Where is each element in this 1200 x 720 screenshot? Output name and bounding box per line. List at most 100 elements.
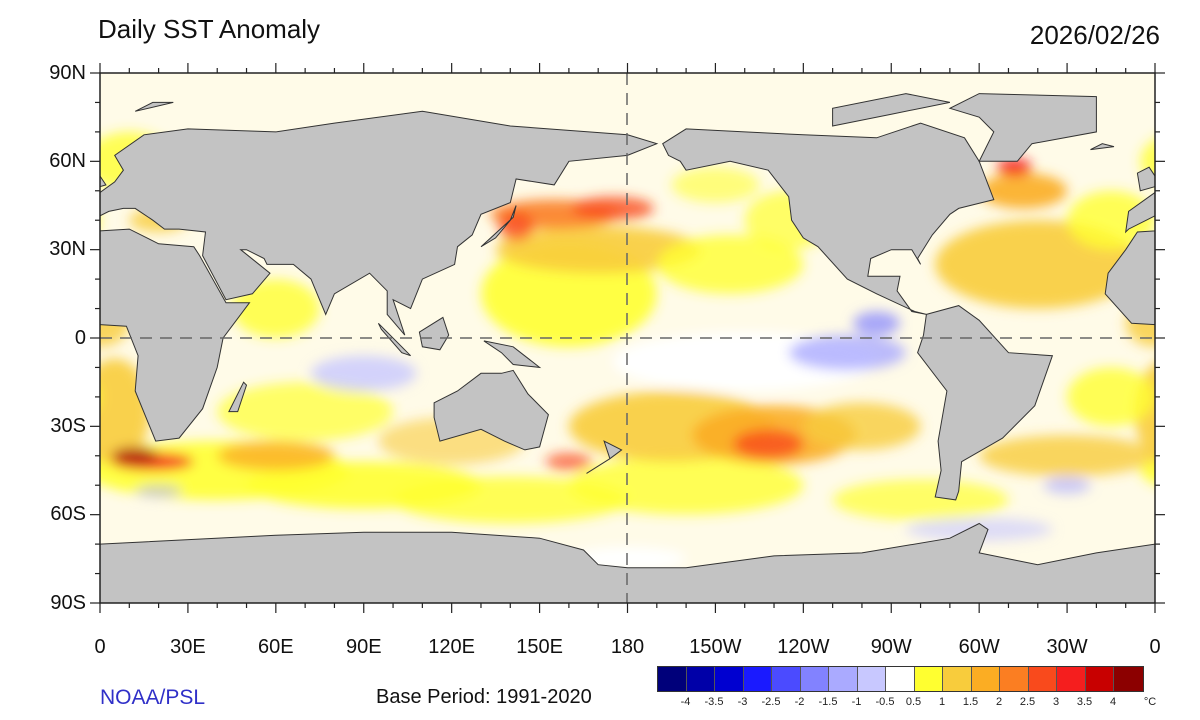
lat-label: 60S (50, 503, 86, 525)
anomaly-patch (0, 173, 12, 208)
colorbar-unit: °C (1143, 696, 1157, 708)
credit-label: NOAA/PSL (100, 686, 206, 709)
land-arctic_islands (832, 93, 950, 127)
colorbar-swatch (1000, 667, 1029, 691)
anomaly-patch (1184, 208, 1200, 232)
anomaly-patch (231, 279, 320, 338)
anomaly-patch (545, 452, 593, 471)
colorbar-label: 1 (938, 696, 946, 708)
land-africa (100, 228, 251, 442)
anomaly-patch (1043, 476, 1091, 495)
lon-label: 150E (516, 636, 563, 658)
colorbar-label: 0.5 (905, 696, 922, 708)
land-madagascar (228, 381, 248, 413)
anomaly-patch (1190, 485, 1200, 497)
colorbar-label: 2 (995, 696, 1003, 708)
anomaly-patch (996, 158, 1032, 177)
land-samerica (917, 305, 1054, 501)
lat-label: 90S (50, 592, 86, 614)
colorbar-label: -1.5 (818, 696, 838, 708)
colorbar-swatch (1114, 667, 1143, 691)
anomaly-patch (788, 335, 906, 371)
colorbar-swatch (829, 667, 858, 691)
colorbar-swatch (772, 667, 801, 691)
land-africa (1104, 230, 1155, 326)
land-newguinea (483, 340, 542, 369)
axis-ticks (90, 63, 1165, 613)
colorbar-swatch (1085, 667, 1114, 691)
lon-label: 120E (428, 636, 476, 658)
land-antarctica (100, 522, 1155, 603)
colorbar-swatch (686, 667, 715, 691)
colorbar-swatch (971, 667, 1000, 691)
lon-label: 0 (1149, 636, 1161, 658)
land-iceland (36, 144, 60, 150)
anomaly-patch (671, 167, 760, 203)
lat-label: 60N (49, 150, 86, 172)
lat-label: 0 (74, 327, 86, 349)
lon-label: 150W (689, 636, 742, 658)
anomaly-patch (733, 429, 804, 459)
anomaly-patch (656, 234, 804, 294)
land-svalbard (134, 101, 174, 112)
lat-label: 30S (50, 415, 86, 437)
colorbar-label: 1.5 (962, 696, 979, 708)
colorbar-label: -4 (680, 696, 691, 708)
land-uk (100, 175, 107, 188)
anomaly-patch (311, 355, 417, 392)
lon-label: 180 (610, 636, 645, 658)
colorbar-swatch (1057, 667, 1086, 691)
lon-label: 90W (870, 636, 912, 658)
colorbar-label: 3 (1052, 696, 1060, 708)
land-namerica (662, 122, 995, 315)
land-greenland (948, 93, 1097, 162)
land-eurasia (1124, 191, 1155, 234)
anomaly-patch (111, 446, 159, 465)
anomaly-patch (0, 476, 36, 494)
lon-label: 60E (258, 636, 294, 658)
anomaly-patch (217, 441, 335, 471)
lat-label: 30N (49, 238, 86, 260)
lon-label: 30E (170, 636, 206, 658)
colorbar (657, 666, 1144, 692)
lon-label: 0 (94, 636, 106, 658)
colorbar-swatch (914, 667, 943, 691)
anomaly-patch (498, 211, 534, 241)
anomaly-patch (1167, 453, 1200, 471)
colorbar-label: -1 (851, 696, 862, 708)
lon-label: 90E (345, 636, 382, 658)
land-sumatra (377, 322, 411, 357)
anomaly-patch (0, 220, 85, 308)
anomaly-patch (0, 435, 100, 476)
map-title: Daily SST Anomaly (98, 14, 321, 44)
colorbar-label: -2.5 (761, 696, 781, 708)
lon-label: 120W (777, 636, 830, 658)
anomaly-patch (393, 476, 628, 524)
anomaly-patch (495, 226, 701, 274)
land-borneo (418, 316, 450, 351)
colorbar-swatch (715, 667, 744, 691)
colorbar-swatch (857, 667, 886, 691)
colorbar-label: 2.5 (1019, 696, 1036, 708)
anomaly-patch (979, 173, 1068, 209)
land-svalbard (1190, 102, 1200, 111)
colorbar-label: -0.5 (875, 696, 895, 708)
colorbar-label: -3 (737, 696, 748, 708)
anomaly-patch (979, 435, 1155, 477)
colorbar-swatch (800, 667, 829, 691)
land-uk (1136, 166, 1155, 192)
land-masses (36, 93, 1200, 603)
anomaly-patch (568, 455, 804, 515)
colorbar-label: -2 (794, 696, 805, 708)
anomaly-patch (1067, 190, 1155, 250)
anomaly-patch (135, 485, 183, 497)
lon-label: 60W (958, 636, 1000, 658)
land-newzealand (586, 440, 623, 474)
anomaly-patch (853, 311, 901, 336)
map-date: 2026/02/26 (1029, 20, 1160, 50)
anomaly-patch (571, 196, 654, 221)
anomaly-patch (803, 402, 921, 450)
lon-label: 30W (1046, 636, 1088, 658)
anomaly-patch (217, 382, 394, 442)
anomaly-patch (1167, 447, 1200, 465)
